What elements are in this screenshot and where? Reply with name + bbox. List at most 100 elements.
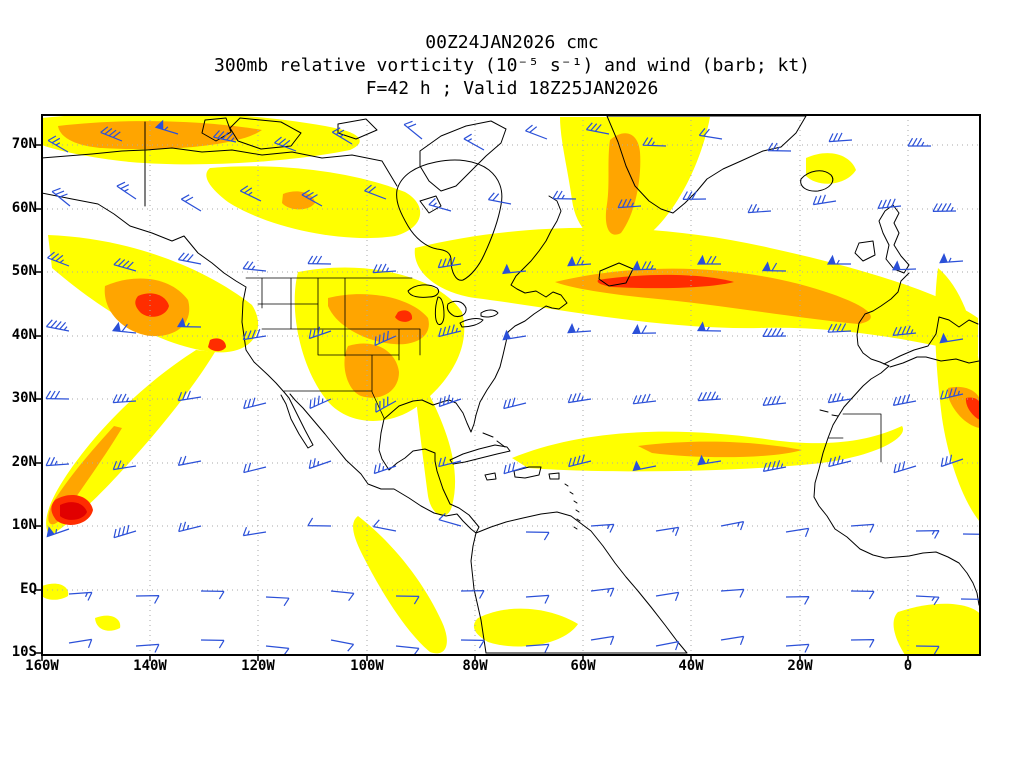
lat-tick-label: 40N xyxy=(11,327,37,343)
wind-barb xyxy=(525,643,550,653)
vorticity-region-extreme xyxy=(60,502,87,520)
wind-barb xyxy=(655,526,680,537)
wind-barb xyxy=(308,458,332,470)
wind-barb xyxy=(330,590,355,602)
wind-barb xyxy=(892,394,917,406)
vorticity-region-moderate xyxy=(605,133,641,235)
grid-lines xyxy=(42,115,980,655)
wind-barb xyxy=(395,645,420,654)
wind-barb xyxy=(682,191,707,200)
wind-barb xyxy=(331,127,353,145)
coastline-north-america xyxy=(43,192,568,534)
wind-barb xyxy=(180,194,202,212)
wind-barb xyxy=(243,397,267,410)
wind-barb xyxy=(932,203,957,212)
wind-barb xyxy=(720,635,745,646)
wind-barb xyxy=(877,198,902,209)
wind-barb xyxy=(552,190,577,200)
field-subtitle: 300mb relative vorticity (10⁻⁵ s⁻¹) and … xyxy=(213,55,811,76)
wind-barb xyxy=(200,590,225,600)
wind-barb xyxy=(437,256,462,269)
us-state-borders xyxy=(245,277,421,419)
lon-tick-label: 140W xyxy=(133,658,167,674)
coastline-newfoundland xyxy=(598,262,634,287)
coastline-hispaniola xyxy=(484,466,560,481)
wind-barb xyxy=(112,393,137,404)
lat-tick-label: 60N xyxy=(11,200,37,216)
wind-barb xyxy=(373,463,397,475)
arctic-islands xyxy=(201,117,507,214)
vorticity-region-high xyxy=(395,310,413,322)
wind-barb xyxy=(438,394,462,408)
lon-tick-label: 160W xyxy=(25,658,59,674)
coastline-uk xyxy=(854,204,910,274)
axis-ticks xyxy=(36,144,909,661)
wind-barb xyxy=(939,253,964,264)
wind-barb xyxy=(460,639,485,649)
vorticity-region-low xyxy=(806,153,856,184)
title-block: 00Z24JAN2026 cmc 300mb relative vorticit… xyxy=(0,31,1024,100)
vorticity-region-moderate xyxy=(948,387,979,428)
wind-barb xyxy=(265,596,290,607)
wind-barb xyxy=(940,387,964,400)
wind-barb xyxy=(655,641,680,651)
wind-barb xyxy=(213,130,237,143)
wind-barb xyxy=(176,317,202,328)
wind-barb xyxy=(503,397,527,410)
wind-barb xyxy=(112,321,137,334)
wind-barb xyxy=(375,396,397,413)
wind-barb xyxy=(45,456,70,467)
wind-barb xyxy=(307,255,332,265)
wind-barb xyxy=(812,194,837,206)
wind-barb xyxy=(892,325,917,336)
wind-barb xyxy=(632,393,657,405)
africa-borders xyxy=(827,413,882,463)
wind-barb xyxy=(915,530,940,539)
lon-tick-label: 40W xyxy=(678,658,704,674)
wind-barb xyxy=(46,526,70,538)
vorticity-region-low xyxy=(893,603,979,654)
wind-barb xyxy=(113,257,137,272)
vorticity-region-low xyxy=(46,350,216,536)
wind-barb xyxy=(827,392,852,404)
wind-barb xyxy=(403,120,423,140)
wind-barb xyxy=(154,119,179,135)
vorticity-region-moderate xyxy=(328,294,429,345)
great-lakes xyxy=(407,284,499,328)
wind-barb xyxy=(438,456,462,468)
wind-barb xyxy=(438,324,462,338)
wind-barb xyxy=(697,454,722,466)
wind-barb xyxy=(374,330,397,346)
wind-barb xyxy=(47,251,70,267)
wind-barb xyxy=(850,523,875,533)
wind-barb xyxy=(178,521,202,533)
coastline-cuba xyxy=(449,444,511,465)
map-frame xyxy=(41,114,981,656)
wind-barb xyxy=(850,590,875,600)
wind-barb xyxy=(200,639,225,649)
wind-barb xyxy=(463,133,485,151)
wind-barb xyxy=(915,595,940,606)
wind-barb xyxy=(502,263,527,275)
wind-barb xyxy=(135,595,160,604)
coastlines xyxy=(43,116,979,654)
vorticity-region-low xyxy=(473,608,578,647)
lat-tick-label: 10N xyxy=(11,517,37,533)
coastline-greenland xyxy=(606,116,807,214)
wind-barb xyxy=(68,638,93,649)
wind-barb xyxy=(242,260,267,272)
vorticity-region-low xyxy=(353,516,447,654)
wind-barb xyxy=(655,591,680,602)
wind-barb xyxy=(585,122,610,135)
wind-barb xyxy=(767,142,792,152)
wind-barb xyxy=(960,598,979,607)
lon-tick-label: 0 xyxy=(903,658,913,674)
vorticity-shading xyxy=(43,116,979,654)
wind-barbs xyxy=(45,119,979,654)
coastline-hudson-bay xyxy=(396,159,503,281)
wind-barb xyxy=(265,645,290,654)
lat-tick-label: 50N xyxy=(11,263,37,279)
lon-tick-label: 80W xyxy=(462,658,488,674)
wind-barb xyxy=(850,639,875,648)
